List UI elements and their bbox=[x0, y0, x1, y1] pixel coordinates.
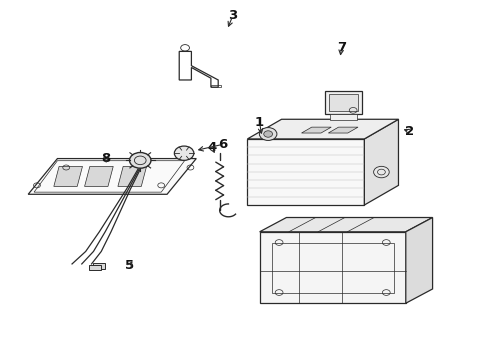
Text: 4: 4 bbox=[207, 141, 217, 154]
Polygon shape bbox=[330, 114, 357, 120]
Polygon shape bbox=[406, 217, 433, 303]
Polygon shape bbox=[247, 119, 398, 139]
Polygon shape bbox=[93, 263, 105, 269]
Polygon shape bbox=[89, 265, 101, 270]
Text: 6: 6 bbox=[219, 138, 228, 151]
Polygon shape bbox=[260, 217, 433, 232]
Circle shape bbox=[374, 166, 389, 178]
Polygon shape bbox=[365, 119, 398, 205]
Text: 5: 5 bbox=[125, 258, 135, 271]
Circle shape bbox=[259, 127, 277, 140]
Text: 8: 8 bbox=[101, 152, 111, 165]
Circle shape bbox=[129, 153, 151, 168]
Circle shape bbox=[174, 146, 194, 160]
Text: 1: 1 bbox=[255, 116, 264, 129]
Polygon shape bbox=[247, 139, 365, 205]
Polygon shape bbox=[301, 127, 331, 133]
Polygon shape bbox=[54, 166, 82, 186]
Polygon shape bbox=[85, 166, 113, 186]
Text: 3: 3 bbox=[228, 9, 238, 22]
Circle shape bbox=[264, 131, 272, 137]
Polygon shape bbox=[329, 94, 358, 111]
Polygon shape bbox=[118, 166, 147, 186]
Polygon shape bbox=[28, 158, 196, 194]
Text: 2: 2 bbox=[405, 125, 414, 138]
Text: 7: 7 bbox=[337, 41, 346, 54]
Polygon shape bbox=[325, 91, 362, 114]
Polygon shape bbox=[260, 232, 406, 303]
Polygon shape bbox=[328, 127, 358, 133]
